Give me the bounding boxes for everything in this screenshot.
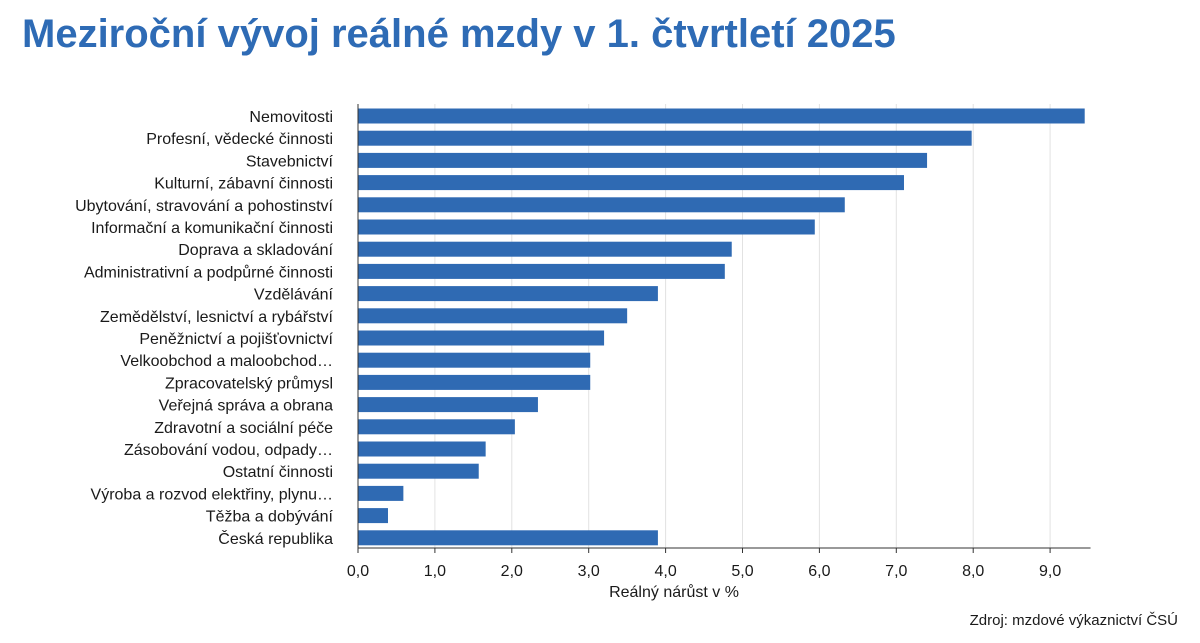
bar xyxy=(358,397,538,413)
grid-layer xyxy=(434,104,1051,548)
category-label: Vzdělávání xyxy=(254,287,334,304)
bar xyxy=(358,508,388,524)
bar xyxy=(358,441,486,457)
category-label: Těžba a dobývání xyxy=(206,509,334,526)
x-tick-label: 5,0 xyxy=(731,563,753,580)
category-label: Ubytování, stravování a pohostinství xyxy=(75,198,333,215)
x-axis-title: Reálný nárůst v % xyxy=(609,583,739,601)
bar xyxy=(358,485,404,501)
category-label: Kulturní, zábavní činnosti xyxy=(154,176,333,193)
x-tick-label: 8,0 xyxy=(962,563,984,580)
category-label: Nemovitosti xyxy=(249,109,333,126)
bar-layer xyxy=(358,108,1085,546)
bar xyxy=(358,286,658,302)
bar xyxy=(358,197,845,213)
bar xyxy=(358,152,928,168)
bar xyxy=(358,175,904,191)
category-label-layer: Nemovitosti Profesní, vědecké činnosti Sta… xyxy=(75,109,333,548)
bar xyxy=(358,130,972,146)
x-tick-label: 4,0 xyxy=(654,563,676,580)
bar xyxy=(358,330,605,346)
x-tick-label: 7,0 xyxy=(885,563,907,580)
bar xyxy=(358,308,628,324)
bar xyxy=(358,374,591,390)
bar xyxy=(358,219,815,235)
category-label: Administrativní a podpůrné činnosti xyxy=(84,263,333,281)
category-label: Stavebnictví xyxy=(246,153,334,170)
category-label: Zásobování vodou, odpady… xyxy=(124,442,333,459)
x-tick-label: 0,0 xyxy=(347,563,369,580)
bar xyxy=(358,263,725,279)
category-label: Zemědělství, lesnictví a rybářství xyxy=(100,309,334,326)
category-label: Profesní, vědecké činnosti xyxy=(146,131,333,148)
bar xyxy=(358,463,479,479)
category-label: Velkoobchod a maloobchod… xyxy=(120,353,333,370)
category-label: Česká republika xyxy=(218,529,333,548)
x-tick-label: 2,0 xyxy=(501,563,523,580)
chart-title: Meziroční vývoj reálné mzdy v 1. čtvrtle… xyxy=(22,12,896,56)
category-label: Peněžnictví a pojišťovnictví xyxy=(139,331,333,348)
category-label: Informační a komunikační činnosti xyxy=(91,220,333,237)
x-tick-label: 6,0 xyxy=(808,563,830,580)
bar xyxy=(358,352,591,368)
bar xyxy=(358,241,732,257)
x-axis: 0,0 1,0 2,0 3,0 4,0 5,0 6,0 7,0 8,0 9,0 xyxy=(347,104,1091,580)
category-label: Zdravotní a sociální péče xyxy=(154,420,333,437)
x-tick-label: 9,0 xyxy=(1039,563,1061,580)
x-tick-label: 3,0 xyxy=(578,563,600,580)
category-label: Doprava a skladování xyxy=(178,242,333,259)
bar xyxy=(358,419,515,435)
category-label: Zpracovatelský průmysl xyxy=(165,374,333,392)
bar xyxy=(358,108,1085,124)
category-label: Výroba a rozvod elektřiny, plynu… xyxy=(91,486,333,503)
category-label: Veřejná správa a obrana xyxy=(159,398,333,415)
x-tick-label: 1,0 xyxy=(424,563,446,580)
category-label: Ostatní činnosti xyxy=(223,464,333,481)
source-note: Zdroj: mzdové výkaznictví ČSÚ xyxy=(969,612,1178,629)
bar xyxy=(358,530,658,546)
